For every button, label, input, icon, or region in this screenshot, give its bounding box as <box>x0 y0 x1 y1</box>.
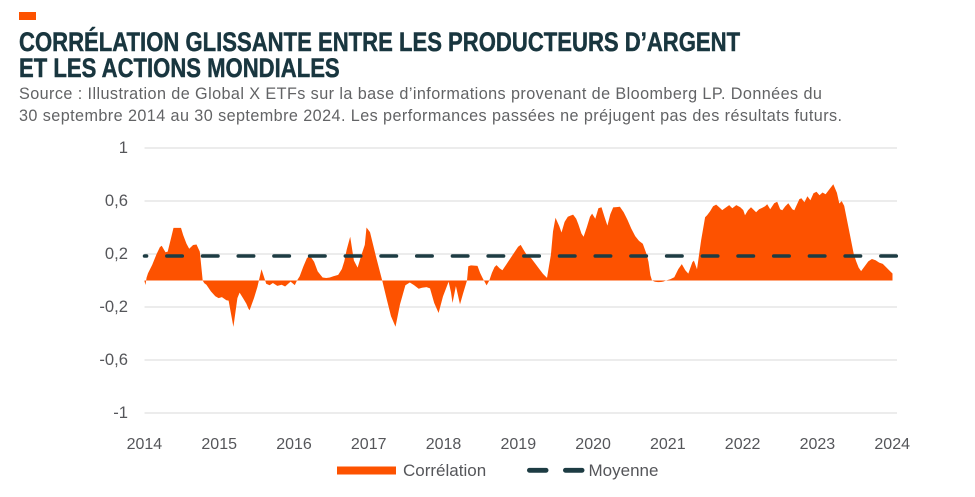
svg-text:2021: 2021 <box>650 436 686 453</box>
svg-text:2019: 2019 <box>501 436 537 453</box>
svg-text:0,2: 0,2 <box>105 244 128 263</box>
svg-text:2020: 2020 <box>575 436 611 453</box>
svg-text:2014: 2014 <box>127 436 163 453</box>
svg-text:1: 1 <box>119 138 128 157</box>
svg-text:2022: 2022 <box>725 436 761 453</box>
svg-text:-1: -1 <box>113 403 128 422</box>
svg-text:2024: 2024 <box>874 436 910 453</box>
svg-text:-0,6: -0,6 <box>99 350 128 369</box>
svg-text:2016: 2016 <box>276 436 312 453</box>
svg-text:2017: 2017 <box>351 436 387 453</box>
svg-text:-0,2: -0,2 <box>99 297 128 316</box>
svg-text:2015: 2015 <box>201 436 237 453</box>
svg-text:0,6: 0,6 <box>105 191 128 210</box>
svg-text:2023: 2023 <box>800 436 836 453</box>
svg-text:Corrélation: Corrélation <box>403 461 486 480</box>
svg-text:Moyenne: Moyenne <box>589 461 659 480</box>
svg-text:2018: 2018 <box>426 436 462 453</box>
